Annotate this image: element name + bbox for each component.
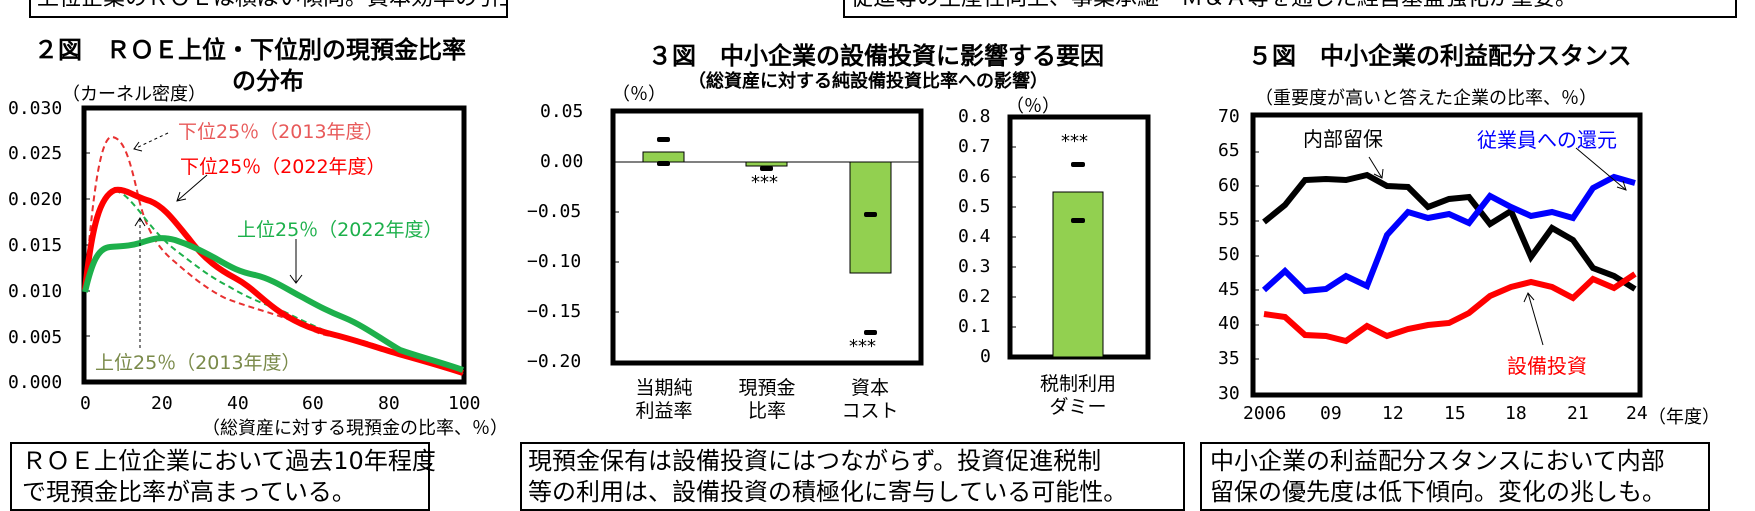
fig5-y-tick: 65 [1218, 140, 1240, 161]
fig5-label-employees: 従業員への還元 [1477, 128, 1617, 152]
fig3-cat-cash: 現預金 比率 [738, 377, 796, 422]
fig2-caption: ＲＯＥ上位企業において過去10年程度 で現預金比率が高まっている。 [10, 442, 436, 511]
fig5-line-employees [1261, 173, 1636, 295]
fig3-right-unit: （％） [1006, 96, 1060, 117]
fig2-caption-line1: ＲＯＥ上位企業において過去10年程度 [22, 447, 436, 475]
fig5-y-tick: 30 [1218, 383, 1240, 404]
top-banner-right: 促進等の生産性向上、事業承継・Ｍ＆Ａ等を通じた経営基盤強化が重要。 [843, 0, 1737, 18]
fig5-x-tick: 09 [1320, 403, 1342, 424]
fig3-right-y-tick: 0.3 [958, 256, 991, 277]
fig3-sig-capital-cost: *** [849, 336, 876, 357]
fig5-x-tick: 24 [1626, 403, 1648, 424]
fig3-left-y-tick: −0.10 [527, 251, 582, 272]
fig2-y-tick: 0.025 [8, 143, 63, 164]
fig3-left-y-tick: 0.00 [540, 151, 584, 172]
fig3-bar-capital-cost [849, 161, 892, 274]
fig2-y-tick: 0.020 [8, 189, 63, 210]
fig5-label-capex: 設備投資 [1507, 354, 1587, 378]
fig3-cat-net-income: 当期純 利益率 [635, 377, 693, 422]
fig5-x-tick: 15 [1444, 403, 1466, 424]
fig5-caption-line2: 留保の優先度は低下傾向。変化の兆しも。 [1210, 478, 1666, 506]
fig3-sig-cash: *** [751, 172, 778, 193]
fig3-right-y-tick: 0.7 [958, 136, 991, 157]
fig2-x-unit: （総資産に対する現預金の比率、％） [202, 418, 508, 439]
fig2-y-tick: 0.000 [8, 372, 63, 393]
fig5-x-tick: 12 [1382, 403, 1404, 424]
fig2-x-tick: 0 [80, 393, 91, 414]
fig5-y-tick: 35 [1218, 348, 1240, 369]
top-banner-left-text: 上位企業のＲＯＥは横ばい傾向。資本効率の引上げに余地。 [37, 0, 506, 11]
fig5-y-unit: （重要度が高いと答えた企業の比率、％） [1255, 88, 1597, 109]
fig2-y-tick: 0.010 [8, 281, 63, 302]
fig2-y-tick: 0.015 [8, 235, 63, 256]
fig5-caption-line1: 中小企業の利益配分スタンスにおいて内部 [1210, 447, 1665, 475]
fig3-right-y-tick: 0 [980, 346, 991, 367]
fig3-left-y-tick: −0.20 [527, 351, 582, 372]
fig3-left-y-tick: −0.05 [527, 201, 582, 222]
fig5-y-tick: 50 [1218, 244, 1240, 265]
fig5-line-capex [1263, 271, 1637, 345]
fig2-y-tick: 0.030 [8, 98, 63, 119]
fig5-y-tick: 45 [1218, 279, 1240, 300]
top-banner-left: 上位企業のＲＯＥは横ばい傾向。資本効率の引上げに余地。 [29, 0, 508, 18]
fig5-x-tick: 18 [1505, 403, 1527, 424]
fig2-label-high2022: 上位25％（2022年度） [237, 219, 443, 241]
fig2-title-line2: の分布 [232, 67, 304, 95]
fig2-y-unit: （カーネル密度） [62, 84, 206, 105]
fig5-x-unit: （年度） [1648, 407, 1720, 428]
fig5-caption: 中小企業の利益配分スタンスにおいて内部 留保の優先度は低下傾向。変化の兆しも。 [1200, 442, 1710, 511]
fig3-caption-line2: 等の利用は、設備投資の積極化に寄与している可能性。 [528, 478, 1128, 506]
fig3-left-y-tick: −0.15 [527, 301, 582, 322]
fig5-y-tick: 55 [1218, 209, 1240, 230]
fig2-x-tick: 20 [151, 393, 173, 414]
fig2-line-low2022 [82, 186, 464, 376]
fig2-title-line1: ２図 ＲＯＥ上位・下位別の現預金比率 [34, 36, 466, 64]
fig3-right-y-tick: 0.4 [958, 226, 991, 247]
fig3-caption: 現預金保有は設備投資にはつながらず。投資促進税制 等の利用は、設備投資の積極化に… [520, 442, 1185, 511]
fig2-x-tick: 40 [227, 393, 249, 414]
fig2-caption-line2: で現預金比率が高まっている。 [22, 478, 356, 506]
fig3-subtitle: （総資産に対する純設備投資比率への影響） [688, 71, 1048, 92]
fig2-x-tick: 100 [448, 393, 481, 414]
fig2-line-high2022 [82, 235, 464, 373]
fig5-y-tick: 70 [1218, 106, 1240, 127]
fig2-label-low2022: 下位25％（2022年度） [180, 156, 386, 178]
fig5-y-tick: 60 [1218, 175, 1240, 196]
fig2-label-high2013: 上位25％（2013年度） [95, 352, 301, 374]
fig3-right-y-tick: 0.8 [958, 106, 991, 127]
fig3-right-y-tick: 0.1 [958, 316, 991, 337]
fig5-x-tick: 21 [1567, 403, 1589, 424]
fig3-left-y-tick: 0.05 [540, 101, 584, 122]
fig2-x-tick: 60 [302, 393, 324, 414]
fig3-title: ３図 中小企業の設備投資に影響する要因 [648, 42, 1104, 70]
fig5-y-tick: 40 [1218, 313, 1240, 334]
fig5-x-tick: 2006 [1243, 403, 1287, 424]
fig3-cat-tax-dummy: 税制利用 ダミー [1039, 373, 1116, 418]
fig3-right-y-tick: 0.5 [958, 196, 991, 217]
top-banner-right-text: 促進等の生産性向上、事業承継・Ｍ＆Ａ等を通じた経営基盤強化が重要。 [851, 0, 1577, 11]
fig3-right-y-tick: 0.6 [958, 166, 991, 187]
fig3-cat-capital-cost: 資本 コスト [841, 377, 899, 422]
fig5-label-retained: 内部留保 [1303, 127, 1383, 151]
fig3-sig-tax-dummy: *** [1061, 131, 1088, 152]
fig3-left-unit: （％） [612, 84, 666, 105]
fig2-y-tick: 0.005 [8, 327, 63, 348]
fig5-line-retained [1262, 171, 1637, 292]
fig2-x-tick: 80 [378, 393, 400, 414]
fig2-label-low2013: 下位25％（2013年度） [178, 121, 384, 143]
fig5-title: ５図 中小企業の利益配分スタンス [1248, 42, 1632, 70]
fig3-caption-line1: 現預金保有は設備投資にはつながらず。投資促進税制 [528, 447, 1102, 475]
fig3-right-y-tick: 0.2 [958, 286, 991, 307]
